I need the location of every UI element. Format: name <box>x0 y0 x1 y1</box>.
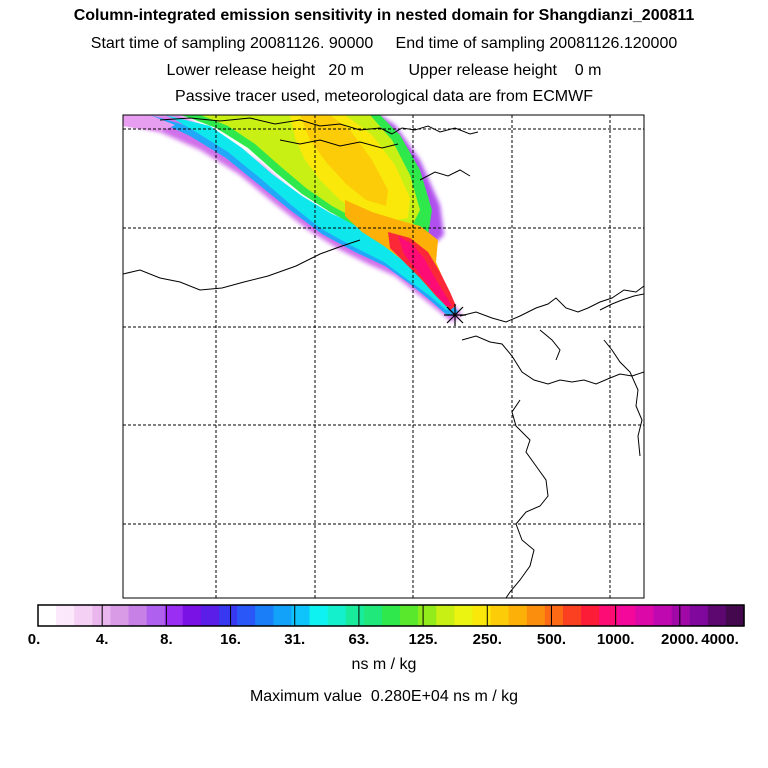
tracer-info-line: Passive tracer used, meteorological data… <box>175 88 593 105</box>
plume-layer <box>123 115 462 322</box>
colorbar-swatch <box>363 605 383 626</box>
colorbar-tick-label: 0. <box>27 631 41 648</box>
maximum-value-text: Maximum value 0.280E+04 ns m / kg <box>249 688 519 705</box>
colorbar-swatch <box>581 605 600 626</box>
colorbar-swatch <box>291 605 311 626</box>
border-line-middle <box>419 169 471 181</box>
plume-band-cyan <box>165 115 454 310</box>
colorbar-swatch <box>327 605 347 626</box>
colorbar-swatch <box>200 605 220 626</box>
colorbar-swatch <box>164 605 184 626</box>
colorbar-tick-label: 125. <box>408 631 438 648</box>
colorbar-unit-label: ns m / kg <box>351 656 417 673</box>
colorbar-swatch <box>562 605 582 626</box>
map-frame <box>122 114 645 599</box>
sampling-time-line: Start time of sampling 20081126. 90000 E… <box>90 35 678 52</box>
colorbar-frame <box>37 604 745 627</box>
colorbar-swatch <box>74 605 93 626</box>
colorbar-swatch <box>56 605 75 626</box>
release-height-line: Lower release height 20 m Upper release … <box>166 62 602 79</box>
colorbar-swatch <box>219 605 238 626</box>
colorbar-swatch <box>309 605 329 626</box>
colorbar-swatch <box>182 605 202 626</box>
release-site-marker <box>444 304 466 326</box>
colorbar-swatch <box>689 605 709 626</box>
plume-band-corner <box>123 115 175 132</box>
colorbar-swatch <box>472 605 492 626</box>
colorbar-swatch <box>454 605 474 626</box>
colorbar-swatch <box>418 605 437 626</box>
coastline-shandong <box>461 335 644 385</box>
plume-band-low <box>123 115 462 322</box>
colorbar-tick-label: 8. <box>160 631 173 648</box>
colorbar-swatch <box>128 605 148 626</box>
colorbar-swatch <box>599 605 618 626</box>
colorbar-swatch <box>38 605 57 626</box>
coastline-yellow-sea <box>603 339 643 457</box>
colorbar-tick-label: 31. <box>284 631 306 648</box>
coastlines <box>123 117 644 598</box>
coastline-bohai <box>459 285 644 323</box>
colorbar-swatch <box>671 605 691 626</box>
colorbar-tick-label: 250. <box>472 631 502 648</box>
colorbar-tick-label: 500. <box>536 631 567 648</box>
colorbar-swatch <box>526 605 546 626</box>
colorbar-swatch <box>617 605 636 626</box>
colorbar-tick-label: 4. <box>95 631 109 648</box>
colorbar-swatch <box>400 605 419 626</box>
plume-band-core <box>398 236 452 306</box>
coastline-upper-right <box>599 293 644 311</box>
colorbar-swatch <box>707 605 727 626</box>
colorbar-swatch <box>653 605 673 626</box>
plume-band-blue <box>150 115 458 316</box>
colorbar-swatch <box>273 605 293 626</box>
colorbar-swatch <box>381 605 401 626</box>
colorbar-swatch <box>508 605 528 626</box>
colorbar-swatch <box>92 605 112 626</box>
colorbar-tick-label: 63. <box>348 631 370 648</box>
colorbar-swatch <box>345 605 365 626</box>
colorbar-swatch <box>544 605 564 626</box>
coastline-east <box>505 399 549 598</box>
map-gridlines <box>123 115 644 598</box>
colorbar-swatch <box>436 605 455 626</box>
colorbar-swatch <box>146 605 166 626</box>
colorbar-swatch <box>110 605 130 626</box>
colorbar-tick-label: 2000. <box>661 631 699 648</box>
colorbar-tick-label: 1000. <box>596 631 635 648</box>
colorbar <box>38 605 745 626</box>
colorbar-major-ticks <box>101 605 681 626</box>
colorbar-swatch <box>490 605 510 626</box>
border-line-northeast <box>391 125 479 135</box>
border-line-north <box>159 117 393 135</box>
border-line-west <box>123 239 361 291</box>
border-line-inner <box>279 139 399 149</box>
colorbar-swatch <box>237 605 256 626</box>
colorbar-swatch <box>635 605 655 626</box>
colorbar-tick-label: 16. <box>220 631 241 648</box>
plot-title: Column-integrated emission sensitivity i… <box>73 7 695 24</box>
coastline-korea-bay <box>539 329 561 361</box>
colorbar-tick-label: 4000. <box>701 631 739 648</box>
colorbar-swatch <box>255 605 274 626</box>
plume-band-light-orange <box>300 115 388 206</box>
colorbar-swatch <box>725 605 745 626</box>
